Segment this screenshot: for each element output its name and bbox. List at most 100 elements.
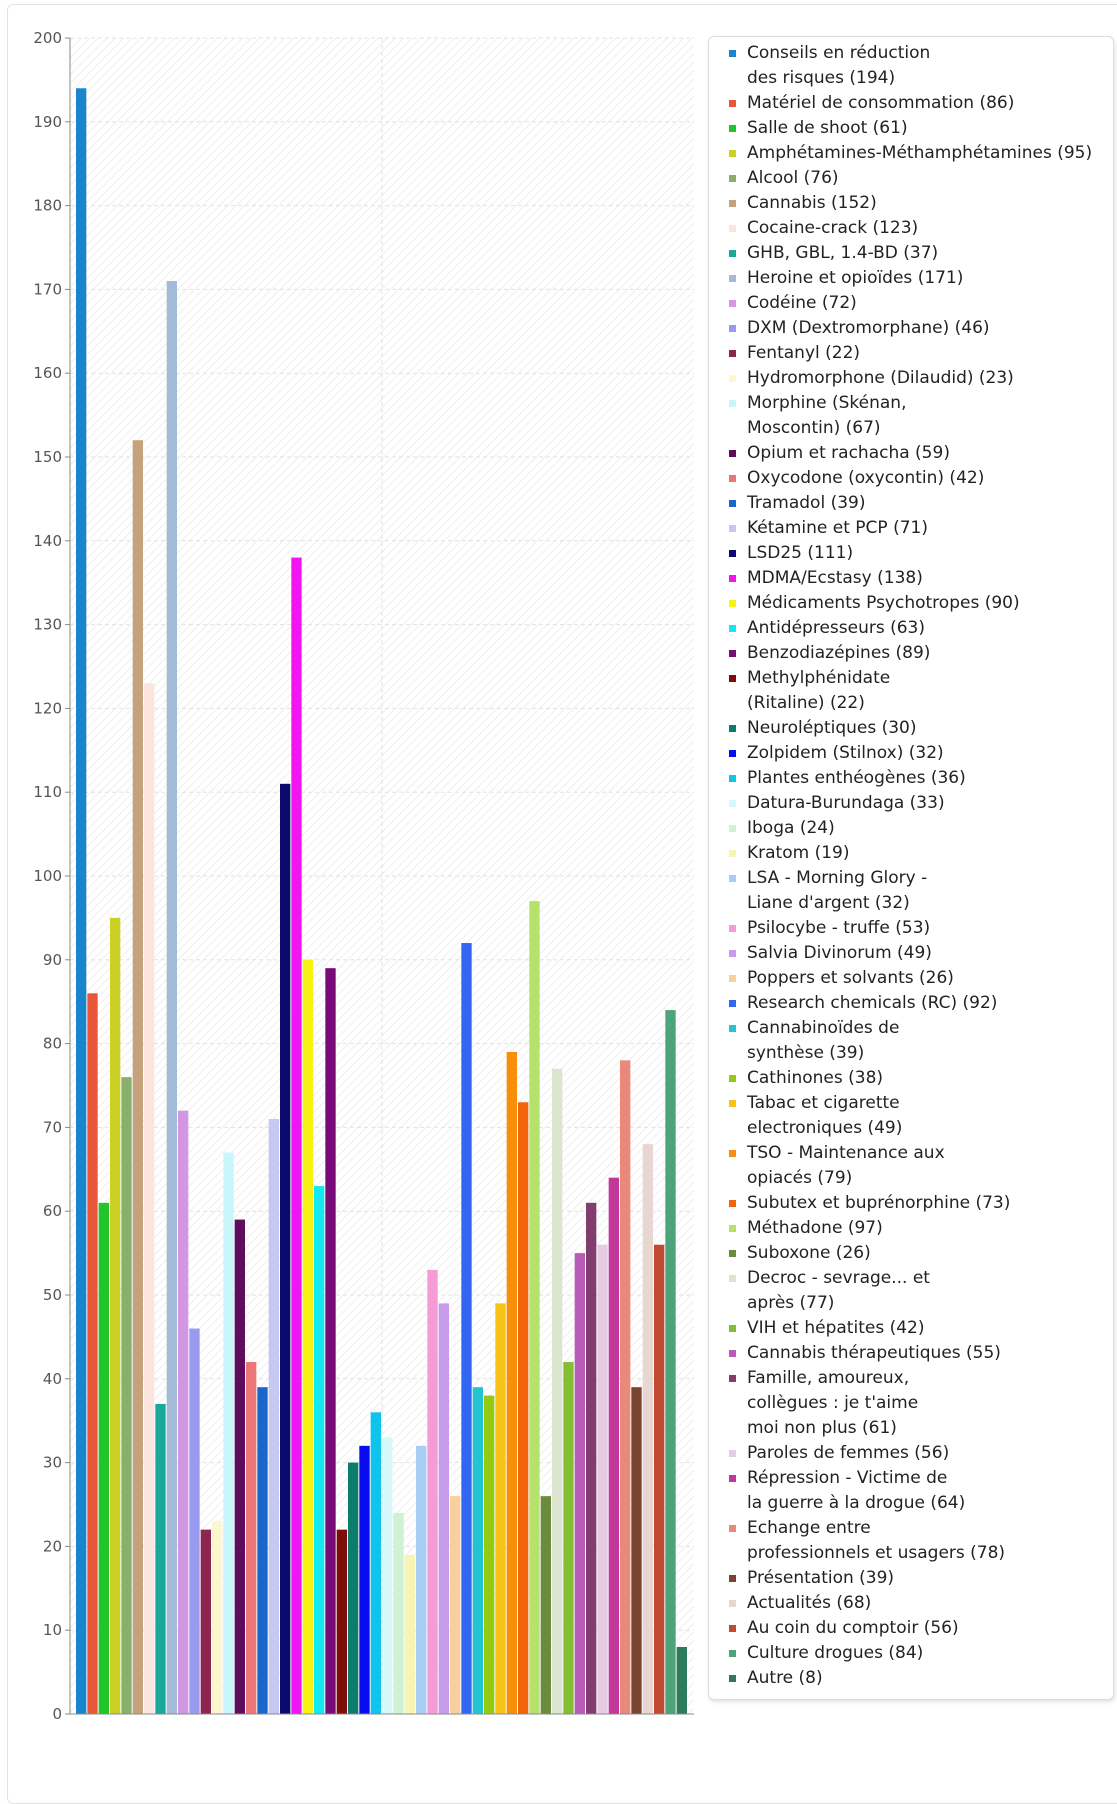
legend-item[interactable]: Decroc - sevrage... et après (77) [719, 1266, 1113, 1316]
bar[interactable] [302, 959, 313, 1714]
bar[interactable] [450, 1496, 461, 1714]
bar[interactable] [495, 1303, 506, 1714]
bar[interactable] [438, 1303, 449, 1714]
bar[interactable] [416, 1445, 427, 1714]
legend-item[interactable]: Heroine et opioïdes (171) [719, 266, 1113, 291]
bar[interactable] [348, 1462, 359, 1714]
legend-item[interactable]: Paroles de femmes (56) [719, 1441, 1113, 1466]
legend-item[interactable]: Cannabinoïdes de synthèse (39) [719, 1016, 1113, 1066]
bar[interactable] [676, 1646, 687, 1714]
legend-item[interactable]: MDMA/Ecstasy (138) [719, 566, 1113, 591]
bar[interactable] [325, 968, 336, 1714]
legend-item[interactable]: Antidépresseurs (63) [719, 616, 1113, 641]
bar[interactable] [178, 1110, 189, 1714]
bar[interactable] [200, 1529, 211, 1714]
legend-item[interactable]: Subutex et buprénorphine (73) [719, 1191, 1113, 1216]
legend-item[interactable]: Oxycodone (oxycontin) (42) [719, 466, 1113, 491]
bar[interactable] [223, 1152, 234, 1714]
legend-item[interactable]: Au coin du comptoir (56) [719, 1616, 1113, 1641]
legend-item[interactable]: Methylphénidate (Ritaline) (22) [719, 666, 1113, 716]
bar[interactable] [484, 1395, 495, 1714]
bar[interactable] [314, 1186, 325, 1714]
legend-item[interactable]: LSA - Morning Glory - Liane d'argent (32… [719, 866, 1113, 916]
legend-item[interactable]: Cocaine-crack (123) [719, 216, 1113, 241]
bar[interactable] [110, 917, 121, 1714]
legend-item[interactable]: Matériel de consommation (86) [719, 91, 1113, 116]
legend-item[interactable]: Poppers et solvants (26) [719, 966, 1113, 991]
legend-item[interactable]: Plantes enthéogènes (36) [719, 766, 1113, 791]
legend-item[interactable]: Conseils en réduction des risques (194) [719, 41, 1113, 91]
bar[interactable] [427, 1269, 438, 1714]
legend-item[interactable]: Cannabis thérapeutiques (55) [719, 1341, 1113, 1366]
bar[interactable] [608, 1177, 619, 1714]
legend-item[interactable]: Research chemicals (RC) (92) [719, 991, 1113, 1016]
legend-item[interactable]: Médicaments Psychotropes (90) [719, 591, 1113, 616]
legend-item[interactable]: GHB, GBL, 1.4-BD (37) [719, 241, 1113, 266]
bar[interactable] [166, 281, 177, 1714]
legend-item[interactable]: Salvia Divinorum (49) [719, 941, 1113, 966]
legend-item[interactable]: Fentanyl (22) [719, 341, 1113, 366]
bar[interactable] [506, 1051, 517, 1714]
legend-item[interactable]: Kétamine et PCP (71) [719, 516, 1113, 541]
bar[interactable] [359, 1445, 370, 1714]
bar[interactable] [132, 440, 143, 1714]
bar[interactable] [563, 1362, 574, 1714]
legend-item[interactable]: Tabac et cigarette electroniques (49) [719, 1091, 1113, 1141]
bar[interactable] [257, 1387, 268, 1714]
bar[interactable] [98, 1202, 109, 1714]
legend-item[interactable]: LSD25 (111) [719, 541, 1113, 566]
legend-item[interactable]: Zolpidem (Stilnox) (32) [719, 741, 1113, 766]
legend-item[interactable]: Méthadone (97) [719, 1216, 1113, 1241]
legend-item[interactable]: Alcool (76) [719, 166, 1113, 191]
legend-item[interactable]: Opium et rachacha (59) [719, 441, 1113, 466]
bar[interactable] [518, 1102, 529, 1714]
legend-item[interactable]: TSO - Maintenance aux opiacés (79) [719, 1141, 1113, 1191]
legend-item[interactable]: Présentation (39) [719, 1566, 1113, 1591]
bar[interactable] [291, 557, 302, 1714]
legend-item[interactable]: Kratom (19) [719, 841, 1113, 866]
bar[interactable] [336, 1529, 347, 1714]
bar[interactable] [246, 1362, 257, 1714]
legend-item[interactable]: Codéine (72) [719, 291, 1113, 316]
legend-item[interactable]: Tramadol (39) [719, 491, 1113, 516]
bar[interactable] [620, 1060, 631, 1714]
legend-item[interactable]: VIH et hépatites (42) [719, 1316, 1113, 1341]
legend-item[interactable]: Suboxone (26) [719, 1241, 1113, 1266]
bar[interactable] [121, 1077, 132, 1714]
bar[interactable] [87, 993, 98, 1714]
legend-item[interactable]: Cannabis (152) [719, 191, 1113, 216]
legend-item[interactable]: Famille, amoureux, collègues : je t'aime… [719, 1366, 1113, 1441]
bar[interactable] [144, 683, 155, 1714]
bar[interactable] [155, 1403, 166, 1714]
legend-item[interactable]: Iboga (24) [719, 816, 1113, 841]
bar[interactable] [665, 1010, 676, 1714]
legend-item[interactable]: Autre (8) [719, 1666, 1113, 1691]
bar[interactable] [370, 1412, 381, 1714]
legend-item[interactable]: Hydromorphone (Dilaudid) (23) [719, 366, 1113, 391]
bar[interactable] [393, 1512, 404, 1714]
bar[interactable] [631, 1387, 642, 1714]
bar[interactable] [472, 1387, 483, 1714]
legend-item[interactable]: Cathinones (38) [719, 1066, 1113, 1091]
bar[interactable] [212, 1521, 223, 1714]
legend-item[interactable]: Benzodiazépines (89) [719, 641, 1113, 666]
legend-item[interactable]: Culture drogues (84) [719, 1641, 1113, 1666]
legend-item[interactable]: Datura-Burundaga (33) [719, 791, 1113, 816]
bar[interactable] [280, 783, 291, 1714]
bar[interactable] [654, 1244, 665, 1714]
legend-item[interactable]: DXM (Dextromorphane) (46) [719, 316, 1113, 341]
bar[interactable] [382, 1437, 393, 1714]
bar[interactable] [642, 1144, 653, 1714]
bar[interactable] [268, 1119, 279, 1714]
bar[interactable] [586, 1202, 597, 1714]
bar[interactable] [76, 88, 87, 1714]
legend-item[interactable]: Répression - Victime de la guerre à la d… [719, 1466, 1113, 1516]
bar[interactable] [597, 1244, 608, 1714]
legend-item[interactable]: Echange entre professionnels et usagers … [719, 1516, 1113, 1566]
bar[interactable] [552, 1068, 563, 1714]
bar[interactable] [574, 1253, 585, 1714]
bar[interactable] [189, 1328, 200, 1714]
bar[interactable] [461, 943, 472, 1714]
legend-item[interactable]: Amphétamines-Méthamphétamines (95) [719, 141, 1113, 166]
bar[interactable] [529, 901, 540, 1714]
